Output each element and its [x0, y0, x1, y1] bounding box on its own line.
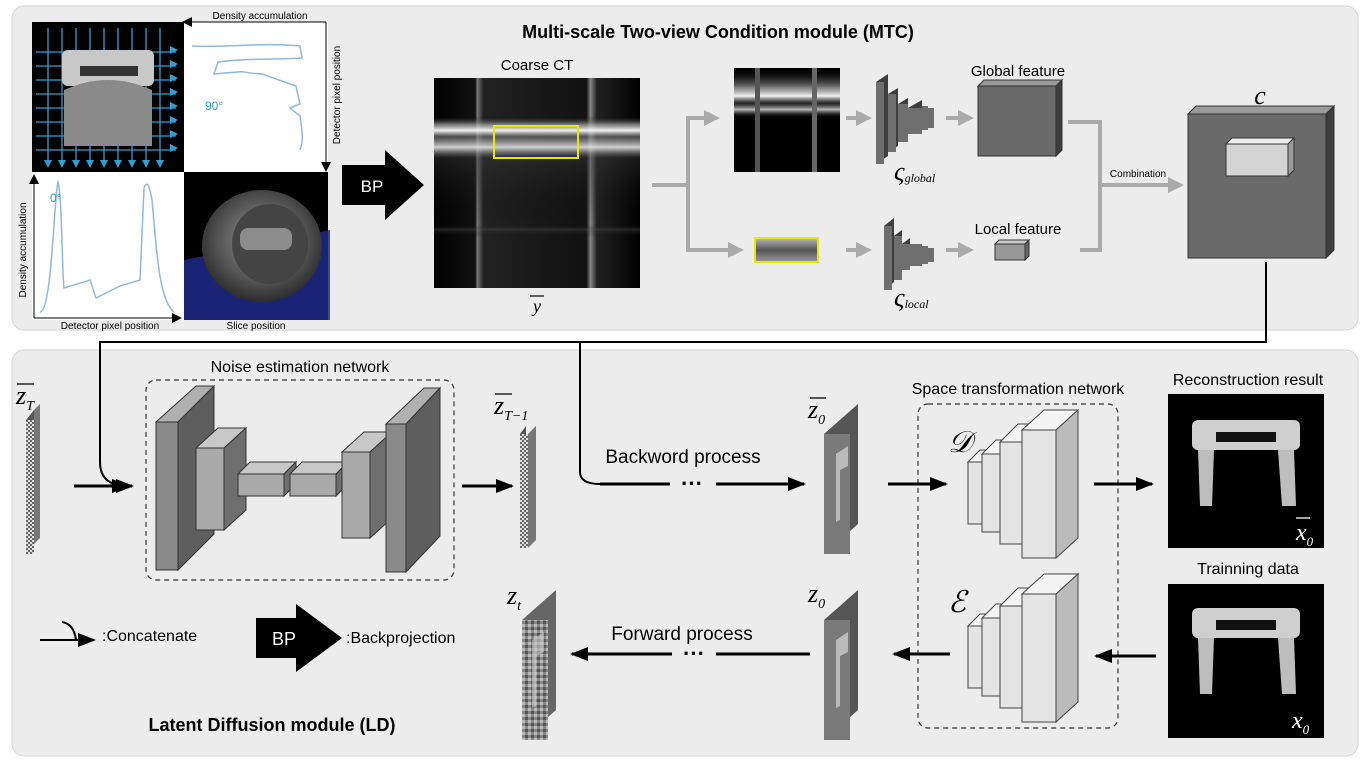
blue-arrowheads-icon: [44, 46, 178, 168]
two-view-projection-block: Density accumulation Detector pixel posi…: [18, 11, 343, 332]
c-label: c: [1254, 81, 1266, 110]
local-encoder-icon: [884, 218, 934, 290]
g-global-symbol: ςglobal: [894, 157, 936, 186]
noise-net-box: [145, 379, 455, 581]
global-feature-label: Global feature: [971, 63, 1065, 80]
encoder-blocks-icon: [966, 572, 1080, 724]
legend: :Concatenate BP :Backprojection: [40, 604, 455, 672]
z0-label: z0: [807, 579, 825, 612]
combination-label: Combination: [1110, 169, 1166, 180]
decoder-blocks-icon: [966, 408, 1080, 560]
latent-z-T1: [520, 426, 536, 548]
training-image: [1168, 584, 1324, 738]
detector-pixel-bottom-label: Detector pixel position: [61, 321, 159, 332]
local-feature-label: Local feature: [975, 221, 1062, 238]
latent-z-t: [522, 590, 556, 740]
profile-90-curve: [191, 43, 304, 151]
density-accumulation-left-label: Density accumulation: [18, 202, 29, 297]
local-feature-block: [993, 238, 1031, 262]
concatenate-label: :Concatenate: [102, 628, 197, 645]
slice-position-label: Slice position: [227, 321, 286, 332]
coarse-ct-image: [434, 78, 640, 288]
z-T-label: zT: [15, 381, 35, 414]
global-feature-block: [976, 78, 1064, 158]
profile-0-plot: [32, 172, 184, 320]
profile-0-curve: [39, 179, 175, 313]
bp-arrow-top: BP: [342, 150, 424, 220]
latent-z0: [824, 590, 858, 740]
recon-image: [1168, 394, 1324, 548]
z-t-label: zt: [506, 581, 522, 614]
x0-label: x0: [1291, 708, 1310, 737]
training-label: Trainning data: [1197, 561, 1299, 578]
bp-legend-arrow-icon: BP: [256, 604, 342, 672]
global-encoder-icon: [876, 74, 934, 164]
branch-arrows: [652, 110, 1184, 258]
z0-bar-label: z0: [807, 395, 825, 428]
coarse-ct-label: Coarse CT: [501, 57, 574, 74]
latent-z0-bar: [824, 404, 858, 554]
space-net-box: [917, 403, 1119, 729]
backprojection-label: :Backprojection: [346, 630, 455, 647]
piston-projection-icon: [62, 50, 154, 146]
recon-label: Reconstruction result: [1173, 372, 1324, 389]
ld-title: Latent Diffusion module (LD): [149, 715, 396, 735]
latent-z-T: [26, 404, 40, 554]
bp-legend-label: BP: [272, 629, 296, 649]
g-local-symbol: ςlocal: [894, 283, 929, 312]
x0-bar-label: x0: [1295, 520, 1314, 549]
encoder-E-symbol: ℰ: [948, 586, 969, 619]
backward-dots: ···: [681, 471, 703, 496]
z-T1-label: zT−1: [493, 391, 528, 424]
detector-pixel-right-label: Detector pixel position: [332, 46, 343, 144]
local-crop-image: [754, 237, 819, 263]
angle-0-label: 0°: [50, 191, 62, 205]
mtc-title: Multi-scale Two-view Condition module (M…: [522, 22, 914, 42]
angle-90-label: 90°: [205, 99, 223, 113]
bp-top-label: BP: [361, 177, 384, 196]
roi-highlight-box: [493, 125, 579, 159]
density-accumulation-top-label: Density accumulation: [212, 11, 307, 22]
condition-c-block: [1186, 104, 1336, 260]
y-bar-label: y: [531, 296, 541, 316]
forward-dots: ···: [683, 641, 705, 666]
backward-process-label: Backword process: [605, 447, 760, 468]
unet-blocks-icon: [154, 384, 442, 574]
space-net-label: Space transformation network: [912, 381, 1126, 398]
forward-process-label: Forward process: [611, 624, 753, 645]
noise-net-label: Noise estimation network: [211, 359, 391, 376]
global-crop-image: [734, 68, 840, 172]
